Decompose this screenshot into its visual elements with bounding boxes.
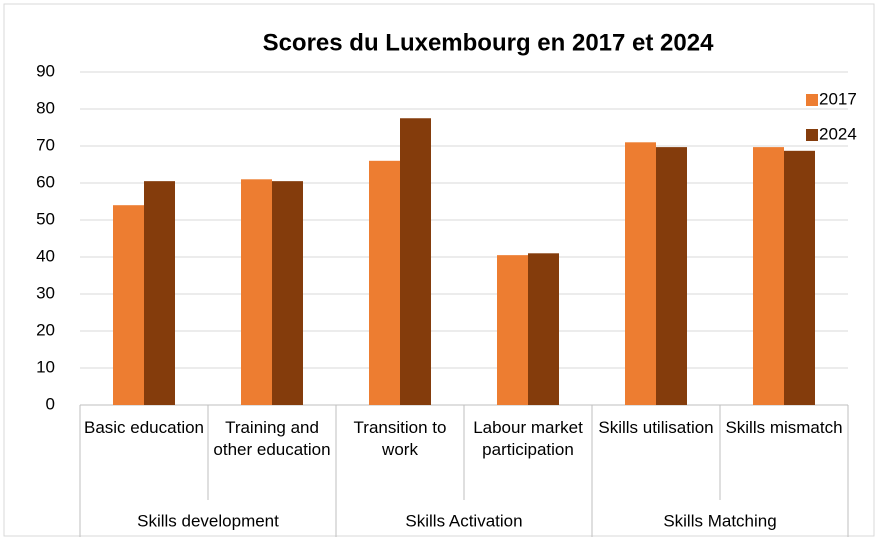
y-tick-label: 80 (36, 98, 55, 117)
bar (369, 160, 400, 405)
x-tick-label-box: Transition to work (353, 418, 447, 459)
x-tick-label: Transition to work (353, 418, 447, 459)
bar (784, 150, 815, 405)
x-tick-label: Skills utilisation (598, 418, 714, 437)
group-label: Skills development (137, 511, 279, 530)
bar (656, 147, 687, 406)
bar (400, 118, 431, 405)
y-tick-label: 60 (36, 172, 55, 191)
bar (528, 253, 559, 405)
y-tick-label: 50 (36, 209, 55, 228)
group-label: Skills Activation (405, 511, 522, 530)
y-tick-label: 40 (36, 246, 55, 265)
x-tick-label: Training and other education (213, 418, 331, 459)
x-tick-label-box: Skills utilisation (598, 418, 714, 437)
bar (625, 142, 656, 406)
legend-label: 2017 (819, 89, 857, 108)
y-tick-label: 30 (36, 283, 55, 302)
legend-label: 2024 (819, 124, 857, 143)
y-tick-label: 10 (36, 357, 55, 376)
bar (753, 147, 784, 406)
chart-title: Scores du Luxembourg en 2017 et 2024 (263, 29, 714, 56)
x-tick-label-box: Basic education (83, 418, 205, 437)
bar (272, 181, 303, 405)
x-tick-label: Basic education (83, 418, 205, 437)
bar (113, 205, 144, 405)
x-tick-label-box: Labour market participation (473, 418, 583, 459)
bar (144, 181, 175, 405)
y-tick-label: 90 (36, 61, 55, 80)
group-label: Skills Matching (663, 511, 776, 530)
x-tick-label: Labour market participation (473, 418, 583, 459)
bar (241, 179, 272, 405)
y-tick-label: 0 (46, 394, 55, 413)
x-tick-label-box: Training and other education (213, 418, 331, 459)
y-tick-label: 20 (36, 320, 55, 339)
bar (497, 255, 528, 405)
x-tick-label: Skills mismatch (725, 418, 843, 437)
x-tick-label-box: Skills mismatch (725, 418, 843, 437)
legend-swatch (806, 129, 818, 141)
legend-swatch (806, 94, 818, 106)
y-tick-label: 70 (36, 135, 55, 154)
